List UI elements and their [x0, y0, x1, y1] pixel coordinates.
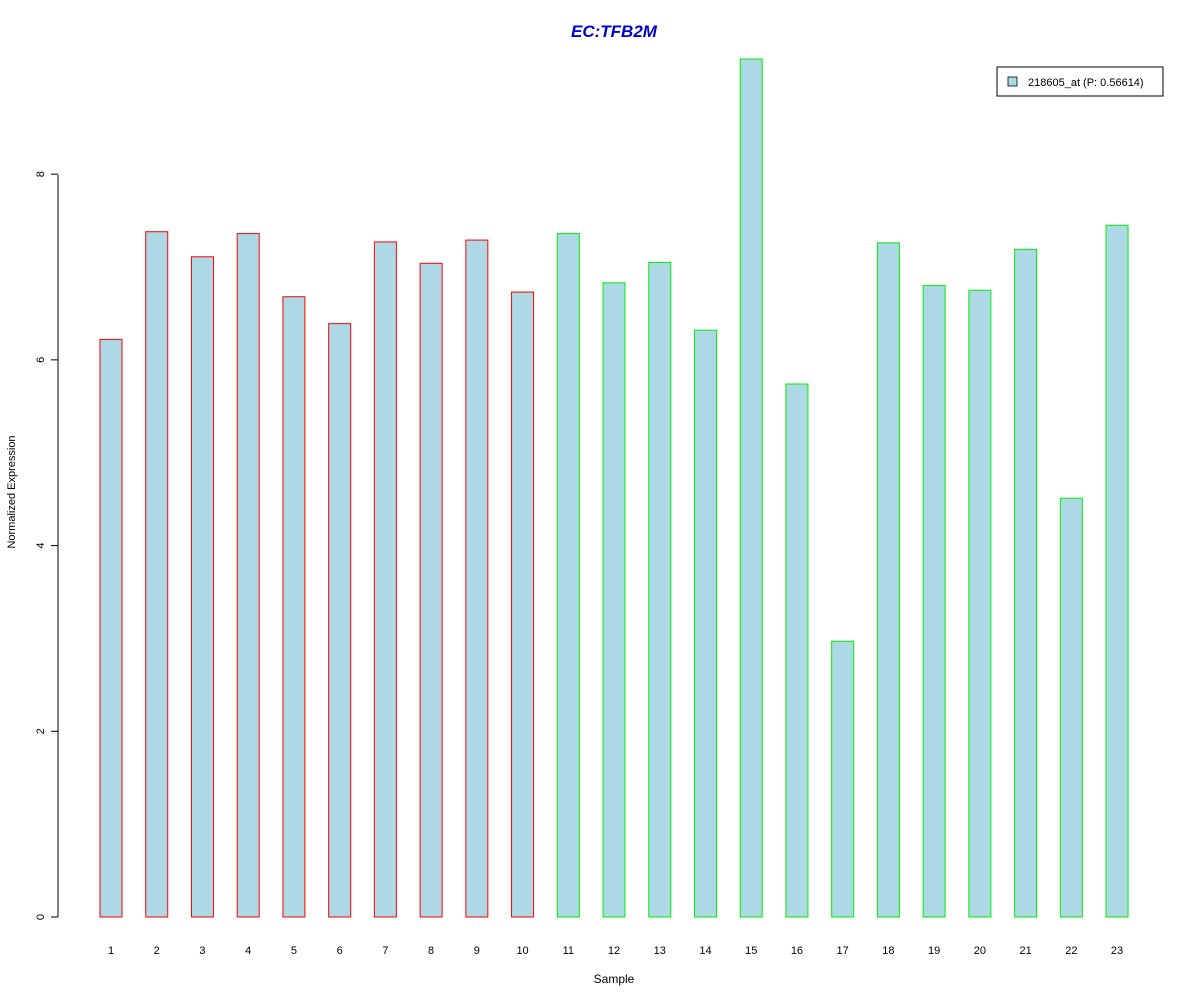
- chart-title: EC:TFB2M: [571, 22, 658, 41]
- x-tick-label: 7: [382, 945, 388, 957]
- x-tick-label: 18: [882, 945, 894, 957]
- bar-23: [1105, 224, 1129, 918]
- y-tick-label: 8: [35, 171, 47, 177]
- y-tick-label: 6: [35, 357, 47, 363]
- bar-19: [922, 285, 946, 918]
- bar-1: [99, 338, 123, 918]
- bars: [99, 58, 1129, 918]
- y-axis-label: Normalized Expression: [6, 435, 18, 548]
- bar-9: [465, 239, 489, 918]
- y-ticks: 0 2 4 6 8: [35, 171, 58, 920]
- y-tick-label: 2: [35, 728, 47, 734]
- bar-6: [328, 323, 352, 918]
- x-tick-label: 22: [1065, 945, 1077, 957]
- bar-13: [648, 261, 672, 918]
- x-tick-label: 13: [654, 945, 666, 957]
- x-tick-label: 19: [928, 945, 940, 957]
- bar-4: [236, 233, 260, 918]
- bar-3: [190, 256, 214, 918]
- x-tick-label: 20: [974, 945, 986, 957]
- bar-5: [282, 296, 306, 918]
- x-tick-label: 16: [791, 945, 803, 957]
- legend-label: 218605_at (P: 0.56614): [1028, 77, 1144, 89]
- x-tick-label: 14: [699, 945, 711, 957]
- bar-17: [831, 640, 855, 918]
- bar-8: [419, 262, 443, 918]
- y-tick-label: 4: [35, 543, 47, 549]
- bar-15: [739, 58, 763, 918]
- bar-20: [968, 289, 992, 918]
- x-tick-label: 1: [108, 945, 114, 957]
- x-tick-label: 17: [837, 945, 849, 957]
- x-tick-label: 15: [745, 945, 757, 957]
- bar-16: [785, 383, 809, 918]
- y-tick-label: 0: [35, 914, 47, 920]
- bar-18: [876, 242, 900, 918]
- bar-7: [373, 241, 397, 918]
- x-tick-label: 12: [608, 945, 620, 957]
- x-tick-label: 11: [563, 945, 574, 957]
- bar-10: [511, 291, 535, 918]
- x-tick-label: 10: [516, 945, 528, 957]
- x-tick-label: 23: [1111, 945, 1123, 957]
- bar-2: [145, 231, 169, 918]
- x-tick-label: 2: [154, 945, 160, 957]
- x-tick-label: 9: [474, 945, 480, 957]
- bar-21: [1014, 248, 1038, 918]
- x-tick-label: 4: [245, 945, 251, 957]
- bar-12: [602, 282, 626, 918]
- bar-22: [1059, 497, 1083, 918]
- x-tick-label: 8: [428, 945, 434, 957]
- x-axis-label: Sample: [594, 972, 635, 986]
- x-tick-label: 3: [199, 945, 205, 957]
- x-tick-label: 6: [337, 945, 343, 957]
- x-tick-label: 21: [1019, 945, 1031, 957]
- bar-14: [693, 329, 717, 918]
- legend-box: [996, 66, 1164, 97]
- legend-swatch: [1007, 76, 1018, 87]
- bar-11: [556, 233, 580, 918]
- legend: 218605_at (P: 0.56614): [996, 66, 1164, 97]
- x-tick-label: 5: [291, 945, 297, 957]
- x-tick-labels: 1 2 3 4 5 6 7 8 9 10 11 12 13 14 15 16 17 18 19 20 21 22 23: [108, 945, 1123, 957]
